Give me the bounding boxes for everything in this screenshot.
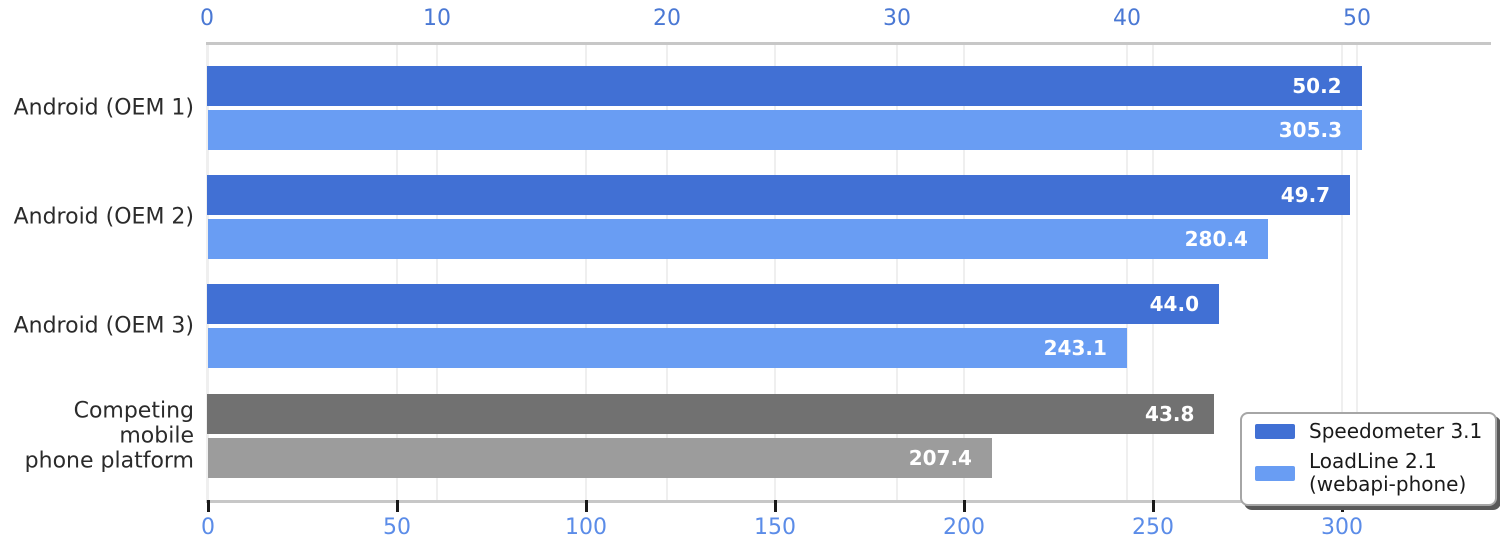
bottom-axis-tick-label: 150 — [754, 515, 796, 540]
top-axis-tick-label: 50 — [1343, 6, 1371, 31]
top-axis-gridline — [896, 45, 898, 500]
bar-value-label: 50.2 — [1292, 74, 1342, 98]
bar-speedometer-0: 50.2 — [207, 66, 1362, 106]
bar-loadline-2: 243.1 — [208, 328, 1127, 369]
top-axis-tick-label: 20 — [653, 6, 681, 31]
bottom-axis-tick — [207, 500, 210, 512]
top-axis-gridline — [436, 45, 438, 500]
bar-loadline-3: 207.4 — [208, 437, 992, 478]
bottom-axis-tick — [1152, 500, 1155, 512]
bar-value-label: 207.4 — [908, 445, 972, 470]
bottom-axis-tick — [963, 500, 966, 512]
bottom-axis-tick-label: 300 — [1321, 515, 1363, 540]
bottom-axis-gridline — [396, 45, 398, 500]
category-label: Competing mobile phone platform — [24, 398, 194, 474]
category-label: Android (OEM 3) — [13, 313, 194, 339]
top-axis-gridline — [1356, 45, 1358, 500]
bar-value-label: 49.7 — [1280, 183, 1331, 208]
legend-label-loadline: LoadLine 2.1 (webapi-phone) — [1309, 449, 1467, 496]
bottom-axis-tick-label: 250 — [1132, 515, 1174, 540]
legend-swatch-speedometer — [1255, 424, 1295, 439]
bar-value-label: 280.4 — [1184, 227, 1248, 252]
bottom-axis-tick — [774, 500, 777, 512]
bottom-axis-tick — [1341, 500, 1344, 512]
bottom-axis-gridline — [1341, 45, 1343, 500]
bar-value-label: 44.0 — [1149, 292, 1199, 317]
top-axis-tick-label: 0 — [200, 6, 214, 31]
bottom-axis-gridline — [963, 45, 965, 500]
bar-speedometer-1: 49.7 — [207, 175, 1351, 216]
top-axis-tick-label: 40 — [1113, 6, 1141, 31]
top-axis-line — [206, 42, 1491, 45]
bar-value-label: 305.3 — [1278, 118, 1343, 142]
bar-speedometer-3: 43.8 — [207, 393, 1215, 434]
bottom-axis-tick — [585, 500, 588, 512]
legend-swatch-loadline — [1255, 465, 1295, 481]
legend: Speedometer 3.1 LoadLine 2.1 (webapi-pho… — [1240, 412, 1498, 506]
bar-loadline-1: 280.4 — [208, 219, 1268, 260]
bottom-axis-gridline — [207, 45, 209, 500]
bar-value-label: 43.8 — [1145, 401, 1195, 426]
bottom-axis-gridline — [1152, 45, 1154, 500]
bottom-axis-line — [206, 500, 1491, 503]
top-axis-gridline — [666, 45, 668, 500]
bar-value-label: 243.1 — [1043, 336, 1107, 361]
legend-label-speedometer: Speedometer 3.1 — [1309, 419, 1483, 443]
bar-loadline-0: 305.3 — [208, 110, 1363, 150]
bottom-axis-tick-label: 0 — [201, 515, 215, 540]
top-axis-tick-label: 30 — [883, 6, 911, 31]
bottom-axis-tick-label: 50 — [383, 515, 411, 540]
bottom-axis-tick-label: 100 — [565, 515, 607, 540]
legend-item-speedometer: Speedometer 3.1 — [1255, 420, 1482, 443]
bar-speedometer-2: 44.0 — [207, 284, 1219, 325]
category-label: Android (OEM 2) — [13, 204, 194, 230]
top-axis-gridline — [1126, 45, 1128, 500]
category-label: Android (OEM 1) — [13, 95, 194, 121]
legend-item-loadline: LoadLine 2.1 (webapi-phone) — [1255, 450, 1482, 496]
top-axis-tick-label: 10 — [423, 6, 451, 31]
bottom-axis-gridline — [585, 45, 587, 500]
bottom-axis-gridline — [774, 45, 776, 500]
bottom-axis-tick-label: 200 — [943, 515, 985, 540]
bottom-axis-tick — [396, 500, 399, 512]
